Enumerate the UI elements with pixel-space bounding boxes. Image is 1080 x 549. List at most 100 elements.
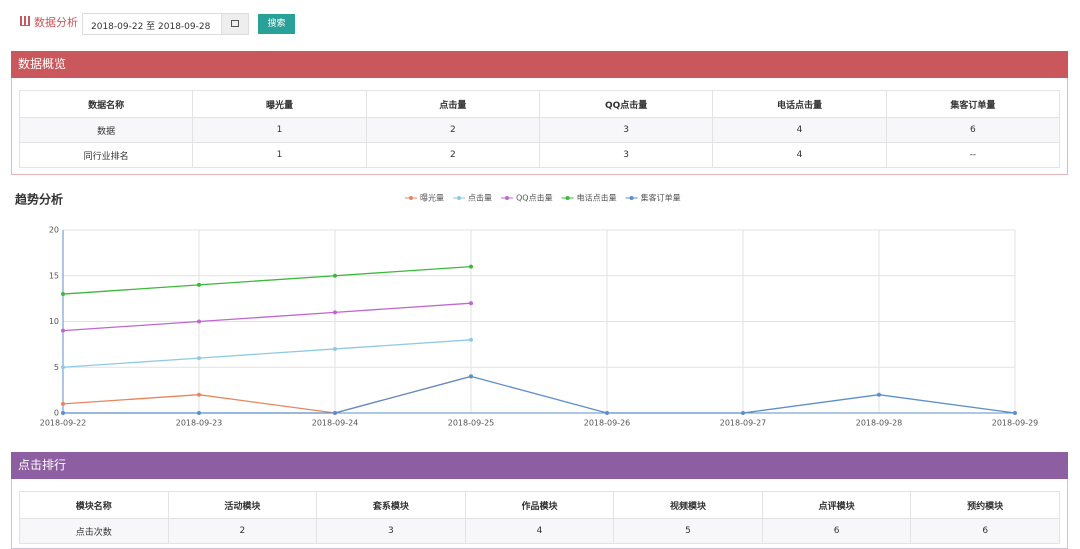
data-point (197, 411, 201, 415)
data-point (741, 411, 745, 415)
table-cell: -- (885, 142, 1061, 168)
ranking-table: 模块名称 活动模块 套系模块 作品模块 视频模块 点评模块 预约模块 点击次数 2 3 4 5 6 6 (19, 491, 1060, 544)
x-tick-label: 2018-09-23 (176, 419, 223, 428)
y-tick-label: 10 (49, 317, 59, 326)
data-point (61, 365, 65, 370)
table-cell: 3 (316, 518, 466, 544)
series-line (63, 375, 1016, 414)
column-header: 视频模块 (613, 491, 763, 519)
date-input[interactable]: 2018-09-22 至 2018-09-28 (82, 13, 249, 35)
header-row: 模块名称 活动模块 套系模块 作品模块 视频模块 点评模块 预约模块 (19, 491, 1060, 519)
table-cell: 3 (538, 117, 714, 143)
legend-swatch-dot (505, 196, 509, 200)
table-cell: 数据 (18, 117, 194, 143)
data-point (61, 411, 65, 415)
data-point (333, 411, 337, 415)
data-point (333, 310, 337, 315)
series-line (62, 339, 472, 368)
table-cell: 同行业排名 (18, 142, 194, 168)
data-point (197, 319, 201, 324)
column-header: 数据名称 (18, 90, 194, 118)
overview-title: 数据概览 (11, 51, 1068, 78)
column-header: 预约模块 (910, 491, 1060, 519)
x-tick-label: 2018-09-22 (40, 419, 87, 428)
overview-table: 数据名称 曝光量 点击量 QQ点击量 电话点击量 集客订单量 数据 1 2 3 4 6 同行业排名 1 2 3… (18, 90, 1061, 168)
x-tick-label: 2018-09-27 (720, 419, 767, 428)
data-point (333, 346, 337, 351)
data-point (469, 264, 473, 269)
legend-label: QQ点击量 (516, 193, 553, 203)
data-point (197, 392, 201, 397)
chart-title: 趋势分析 (15, 192, 63, 207)
table-cell: 6 (910, 518, 1060, 544)
data-point (469, 337, 473, 342)
column-header: 作品模块 (464, 491, 615, 519)
series-line (62, 302, 472, 332)
x-tick-label: 2018-09-26 (584, 419, 631, 428)
legend-label: 点击量 (468, 193, 492, 203)
x-tick-label: 2018-09-29 (992, 419, 1039, 428)
x-tick-label: 2018-09-25 (448, 419, 495, 428)
column-header: 活动模块 (167, 491, 318, 519)
table-cell: 2 (365, 142, 540, 168)
column-header: 套系模块 (316, 491, 466, 519)
column-header: 点击量 (365, 90, 540, 118)
y-tick-label: 5 (54, 363, 59, 372)
table-cell: 6 (761, 518, 912, 544)
date-text: 2018-09-22 至 2018-09-28 (91, 22, 211, 32)
legend-label: 曝光量 (420, 193, 444, 203)
data-point (333, 273, 337, 278)
table-cell: 6 (885, 117, 1061, 143)
table-row: 点击次数 2 3 4 5 6 6 (19, 518, 1060, 544)
data-point (469, 374, 473, 379)
y-tick-label: 0 (54, 409, 59, 418)
y-tick-label: 20 (49, 226, 59, 235)
data-point (197, 356, 201, 361)
table-cell: 4 (712, 117, 887, 143)
x-tick-label: 2018-09-24 (312, 419, 359, 428)
legend-label: 电话点击量 (577, 193, 617, 203)
header-row: 数据名称 曝光量 点击量 QQ点击量 电话点击量 集客订单量 (18, 90, 1061, 118)
column-header: QQ点击量 (538, 90, 714, 118)
table-cell: 5 (613, 518, 763, 544)
header-title: 数据分析 (34, 16, 78, 29)
column-header: 点评模块 (761, 491, 912, 519)
data-point (61, 401, 65, 406)
data-point (605, 411, 609, 415)
data-point (61, 328, 65, 333)
table-row: 数据 1 2 3 4 6 (18, 117, 1061, 143)
table-row: 同行业排名 1 2 3 4 -- (18, 142, 1061, 168)
legend-swatch-dot (629, 196, 634, 200)
table-cell: 2 (167, 518, 318, 544)
column-header: 模块名称 (19, 491, 169, 519)
data-point (61, 292, 65, 297)
ranking-title: 点击排行 (11, 452, 1068, 479)
legend-swatch-dot (409, 196, 413, 200)
calendar-icon[interactable] (221, 14, 248, 34)
table-cell: 4 (464, 518, 615, 544)
series-line (62, 375, 472, 414)
column-header: 电话点击量 (712, 90, 887, 118)
table-cell: 2 (365, 117, 540, 143)
table-cell: 1 (192, 117, 367, 143)
table-cell: 点击次数 (19, 518, 169, 544)
y-tick-label: 15 (49, 271, 59, 280)
data-point (877, 392, 881, 397)
column-header: 集客订单量 (885, 90, 1061, 118)
legend-swatch-dot (565, 196, 570, 200)
data-point (1013, 411, 1017, 415)
table-cell: 4 (712, 142, 887, 168)
table-cell: 1 (192, 142, 367, 168)
search-button[interactable]: 搜索 (258, 14, 295, 34)
header-icon (20, 16, 30, 26)
data-point (197, 282, 201, 287)
data-point (469, 301, 473, 306)
x-tick-label: 2018-09-28 (856, 419, 903, 428)
legend-swatch-dot (457, 196, 461, 200)
column-header: 曝光量 (192, 90, 367, 118)
table-cell: 3 (538, 142, 714, 168)
trend-chart: 趋势分析 0 5 10 15 20 2018-09-22 2018-09-23 2018-09… (15, 192, 1039, 428)
series-line (62, 265, 472, 295)
legend-label: 集客订单量 (641, 193, 681, 203)
